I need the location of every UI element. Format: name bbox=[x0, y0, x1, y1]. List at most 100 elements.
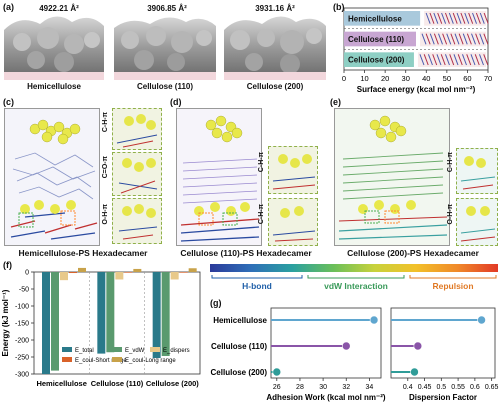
chart-g-adhesion-point bbox=[272, 367, 282, 377]
colorbar-gradient bbox=[210, 264, 498, 272]
panel-e-label: (e) bbox=[330, 97, 341, 107]
chart-b-bar bbox=[344, 11, 421, 26]
name-hemicellulose: Hemicellulose bbox=[27, 82, 81, 91]
inset-c3-label: O-H-π bbox=[102, 204, 109, 225]
chart-f-bar bbox=[124, 272, 133, 273]
chart-g-dispersion-point bbox=[410, 367, 419, 377]
hemicellulose-surface bbox=[4, 16, 104, 80]
chart-b-tick-label: 20 bbox=[381, 74, 389, 83]
panel-d-label: (d) bbox=[170, 97, 182, 107]
chart-f-bar bbox=[161, 272, 170, 356]
chart-f-tick-label: -200 bbox=[15, 338, 29, 345]
inset-e1 bbox=[456, 148, 498, 194]
chart-f-category-label: Cellulose (110) bbox=[91, 379, 144, 388]
chart-f-category-label: Cellulose (200) bbox=[146, 379, 199, 388]
chart-f-bar bbox=[133, 268, 142, 272]
area-cellulose-110: 3906.85 Å² bbox=[147, 4, 187, 13]
area-hemicellulose: 4922.21 Å² bbox=[39, 4, 79, 13]
chart-b-tick-label: 0 bbox=[342, 74, 346, 83]
chart-b-tick-label: 70 bbox=[484, 74, 492, 83]
cellulose-200-surface bbox=[224, 16, 326, 80]
chart-f: 0 -50 -100 -150 -200 -250 -300 Energy (kJ mol⁻¹… bbox=[1, 267, 201, 388]
colorbar-hbond-label: H-bond bbox=[242, 281, 272, 291]
area-cellulose-200: 3931.16 Å² bbox=[255, 4, 295, 13]
chart-f-legend-label: E_vdW bbox=[125, 348, 145, 354]
chart-g: Hemicellulose Cellulose (110) Cellulose (2… bbox=[211, 307, 499, 402]
chart-g-adhesion-xlabel: Adhesion Work (kcal mol nm⁻²) bbox=[266, 393, 386, 402]
inset-d1 bbox=[268, 146, 318, 194]
chart-b-tick-label: 60 bbox=[463, 74, 471, 83]
chart-g-dispersion-tick-label: 0.45 bbox=[418, 384, 432, 391]
chart-g-dispersion-tick-label: 0.55 bbox=[451, 384, 465, 391]
chart-g-category-label: Hemicellulose bbox=[213, 316, 267, 325]
chart-g-dispersion-point bbox=[413, 341, 423, 351]
chart-f-bar bbox=[60, 272, 68, 281]
panel-g-label: (g) bbox=[210, 298, 222, 308]
chart-f-legend-label: E_coul-Short range bbox=[75, 358, 127, 364]
inset-c2 bbox=[112, 152, 162, 196]
panel-a-label: (a) bbox=[3, 2, 14, 12]
chart-b: Hemicellulose Cellulose (110) Cellulose (2… bbox=[342, 7, 492, 94]
chart-g-category-label: Cellulose (200) bbox=[211, 368, 268, 377]
panel-a-surfaces bbox=[0, 0, 330, 92]
inset-d1-label: C-H-π bbox=[258, 152, 265, 173]
interaction-colorbar: H-bond vdW Interaction Repulsion bbox=[210, 264, 498, 294]
chart-g-adhesion-frame bbox=[270, 307, 382, 379]
colorbar-repulsion-label: Repulsion bbox=[432, 281, 474, 291]
inset-e2 bbox=[456, 198, 498, 246]
cellulose-200-ps-render bbox=[334, 108, 450, 246]
chart-g-dispersion-xlabel: Dispersion Factor bbox=[409, 393, 477, 402]
chart-f-legend-swatch bbox=[62, 357, 72, 362]
chart-f-legend-swatch bbox=[112, 347, 122, 352]
chart-b-structure bbox=[417, 52, 489, 67]
chart-b-tick-label: 10 bbox=[360, 74, 368, 83]
chart-b-structure bbox=[420, 31, 489, 47]
chart-b-tick-label: 50 bbox=[443, 74, 451, 83]
chart-f-bar bbox=[51, 272, 59, 371]
chart-b-tick-label: 30 bbox=[402, 74, 410, 83]
chart-f-category-label: Hemicellulose bbox=[36, 379, 86, 388]
chart-f-bar bbox=[170, 272, 179, 280]
caption-e: Cellulose (200)-PS Hexadecamer bbox=[347, 248, 479, 258]
chart-g-adhesion-tick-label: 34 bbox=[366, 384, 374, 391]
chart-f-tick-label: -300 bbox=[15, 372, 29, 379]
chart-f-legend-swatch bbox=[62, 347, 72, 352]
chart-g-adhesion-tick-label: 32 bbox=[342, 384, 350, 391]
chart-f-legend-label: E_dispers bbox=[163, 348, 190, 354]
chart-f-bar bbox=[179, 272, 188, 273]
chart-b-category-label: Cellulose (200) bbox=[348, 56, 405, 65]
chart-f-legend-label: E_total bbox=[75, 348, 94, 354]
chart-f-bar bbox=[97, 272, 106, 354]
chart-f-bar bbox=[115, 272, 124, 280]
chart-b-bar bbox=[344, 31, 416, 47]
chart-f-ylabel: Energy (kJ mol⁻¹) bbox=[1, 289, 10, 356]
chart-f-bar bbox=[188, 268, 197, 272]
name-cellulose-200: Cellulose (200) bbox=[246, 82, 304, 91]
chart-b-tick-label: 40 bbox=[422, 74, 430, 83]
inset-d2 bbox=[268, 198, 318, 246]
panel-f-label: (f) bbox=[3, 260, 12, 270]
hemicellulose-ps-render bbox=[4, 108, 100, 246]
colorbar-vdw-label: vdW Interaction bbox=[324, 281, 388, 291]
caption-c: Hemicellulose-PS Hexadecamer bbox=[18, 248, 148, 258]
chart-f-bar bbox=[78, 267, 86, 272]
chart-g-adhesion-tick-label: 30 bbox=[319, 384, 327, 391]
inset-e1-label: C-H-π bbox=[447, 152, 454, 173]
chart-f-legend-swatch bbox=[150, 347, 160, 352]
chart-f-legend-label: E_coul-Long range bbox=[125, 358, 176, 364]
chart-f-tick-label: 0 bbox=[25, 270, 29, 277]
chart-f-tick-label: -100 bbox=[15, 304, 29, 311]
chart-g-dispersion-tick-label: 0.5 bbox=[436, 384, 446, 391]
chart-g-adhesion-tick-label: 26 bbox=[273, 384, 281, 391]
cellulose-110-surface bbox=[114, 17, 216, 80]
chart-g-dispersion-tick-label: 0.6 bbox=[470, 384, 480, 391]
chart-f-tick-label: -250 bbox=[15, 355, 29, 362]
chart-b-structure bbox=[424, 11, 489, 26]
chart-g-adhesion-tick-label: 28 bbox=[296, 384, 304, 391]
chart-f-bar bbox=[152, 272, 161, 359]
inset-c1-label: C-H-π bbox=[102, 112, 109, 133]
panel-b-label: (b) bbox=[333, 2, 345, 12]
chart-g-dispersion-frame bbox=[390, 307, 496, 379]
chart-b-category-label: Hemicellulose bbox=[348, 14, 402, 23]
chart-f-tick-label: -150 bbox=[15, 321, 29, 328]
